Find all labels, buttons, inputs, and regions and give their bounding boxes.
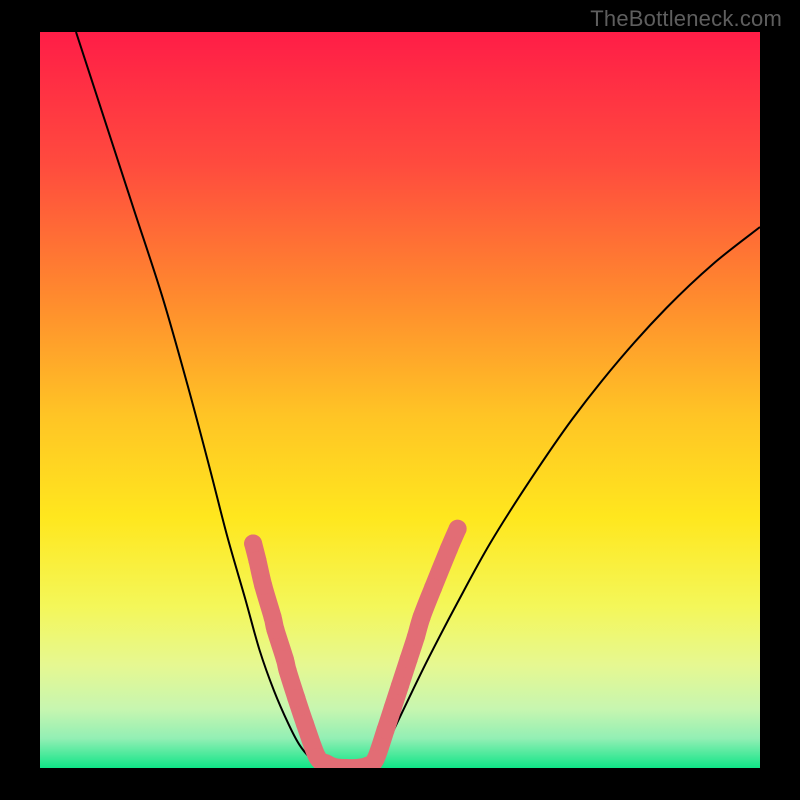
marker-dot (266, 621, 284, 639)
marker-dot (248, 551, 266, 569)
marker-dot (384, 699, 402, 717)
marker-dot (279, 662, 297, 680)
marker-dot (391, 677, 409, 695)
watermark-text: TheBottleneck.com (590, 6, 782, 32)
marker-dot (407, 628, 425, 646)
marker-dot (244, 535, 262, 553)
marker-dot (287, 689, 305, 707)
bottleneck-chart (0, 0, 800, 800)
stage: TheBottleneck.com (0, 0, 800, 800)
marker-dot (367, 750, 385, 768)
marker-dot (377, 721, 395, 739)
marker-dot (413, 608, 431, 626)
marker-dot (254, 576, 272, 594)
marker-dot (440, 540, 458, 558)
marker-dot (400, 650, 418, 668)
marker-dot (449, 520, 467, 538)
marker-dot (296, 715, 314, 733)
marker-dot (424, 579, 442, 597)
